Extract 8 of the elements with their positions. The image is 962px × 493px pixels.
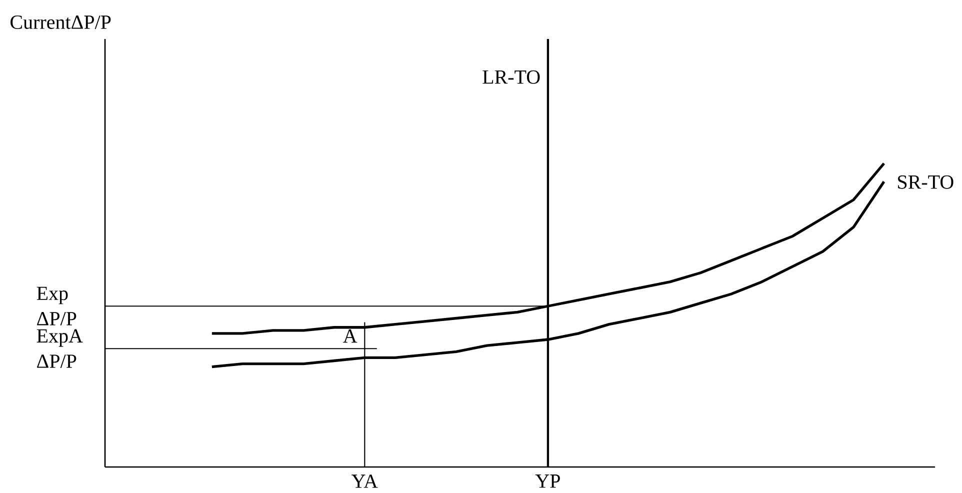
- x-tick-label: YP: [535, 474, 560, 488]
- series-label: SR-TO: [898, 175, 954, 189]
- ref-line-label: Exp ΔP/P: [36, 286, 76, 326]
- ref-line-label: ExpA ΔP/P: [36, 329, 83, 368]
- ref-line-label: LR-TO: [482, 70, 540, 84]
- x-tick-label: YA: [352, 474, 378, 488]
- annotation: A: [343, 329, 358, 343]
- text: CurrentΔP/P: [10, 16, 111, 29]
